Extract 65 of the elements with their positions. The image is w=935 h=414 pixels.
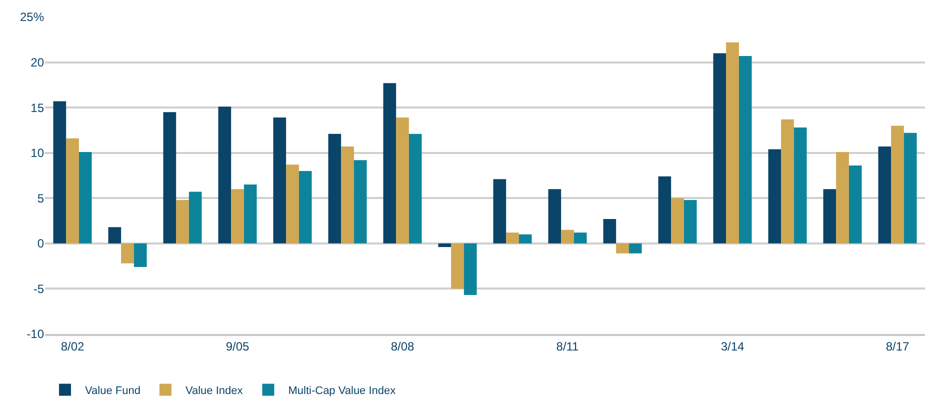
bar [768,149,782,244]
legend-label: Value Fund [85,385,140,397]
bar [574,232,587,244]
bar [163,112,176,244]
x-tick-label: 8/17 [886,339,910,354]
bar [518,234,532,244]
bar [616,243,629,254]
bar [408,134,422,244]
bar [231,189,244,244]
bar [286,164,299,244]
bar [904,132,917,244]
bar [464,243,477,296]
y-tick-label: 25% [20,10,44,24]
bar [548,189,562,244]
bar [658,176,672,244]
bar [561,230,574,244]
bar [134,243,147,267]
legend-label: Value Index [185,385,244,397]
bar [451,243,464,289]
y-tick-label: 20 [30,55,44,70]
y-tick-label: -10 [26,327,44,342]
y-tick-label: 0 [37,236,44,251]
x-tick-label: 8/11 [556,339,580,354]
bar [176,200,189,244]
y-tick-label: -5 [33,282,44,296]
bar [328,134,342,244]
bar [383,83,396,244]
bar [188,192,202,244]
bar [341,146,354,244]
bar [738,56,752,244]
legend-label: Multi-Cap Value Index [288,385,396,397]
bar [823,189,836,244]
bar [218,106,232,244]
x-tick-label: 9/05 [226,339,250,354]
bar [354,160,367,244]
bar [53,101,66,244]
bar [671,198,684,244]
bar [726,42,739,244]
x-tick-label: 8/08 [390,339,414,354]
bar [848,166,862,244]
bar [781,119,794,244]
bar [298,170,312,244]
bar [121,243,134,264]
bar [603,218,616,244]
x-tick-label: 3/14 [720,339,744,354]
bar [628,243,642,254]
bar [891,126,904,244]
bar [66,138,79,244]
bar [836,152,849,244]
bar [438,243,452,248]
bar [244,184,257,244]
y-tick-label: 5 [37,191,44,206]
x-tick-label: 8/02 [60,339,84,354]
bar [713,53,726,244]
bar [493,179,506,244]
bar [78,152,92,244]
bar [273,118,286,244]
bar [878,146,892,244]
y-tick-label: 15 [30,100,44,115]
bar [506,232,519,244]
bar [396,118,409,244]
bar [794,128,807,244]
bar [108,227,122,244]
bar [684,200,697,244]
y-tick-label: 10 [30,146,44,160]
